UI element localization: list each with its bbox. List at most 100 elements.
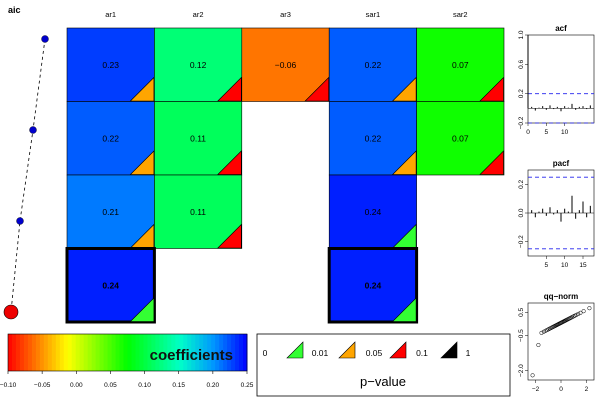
coef-cell-1-sar2 bbox=[416, 101, 505, 176]
coef-label-0-sar1: 0.22 bbox=[365, 60, 382, 70]
colorbar-segment-0 bbox=[8, 334, 13, 371]
colorbar-tick-label-2: 0.00 bbox=[70, 382, 83, 389]
colorbar-segment-44 bbox=[183, 334, 188, 371]
coef-cell-2-sar1 bbox=[328, 174, 417, 249]
colorbar-segment-33 bbox=[139, 334, 144, 371]
pvalue-marker-0-ar2 bbox=[217, 76, 242, 102]
acf-ytick-label-2: 0.6 bbox=[518, 59, 525, 68]
colorbar-segment-57 bbox=[235, 334, 240, 371]
colorbar-segment-17 bbox=[75, 334, 81, 371]
coef-label-0-ar1: 0.23 bbox=[102, 60, 119, 70]
pvalue-marker-3-sar1 bbox=[391, 297, 417, 322]
coef-cell-1-sar1 bbox=[328, 101, 417, 176]
colorbar-segment-13 bbox=[59, 334, 65, 371]
coef-label-0-sar2: 0.07 bbox=[452, 60, 469, 70]
aic-path bbox=[3, 35, 49, 320]
column-label-ar3: ar3 bbox=[280, 10, 291, 19]
colorbar-tick-label-7: 0.25 bbox=[241, 382, 254, 389]
coef-cell-3-ar1 bbox=[65, 247, 156, 324]
pvalue-marker-1-sar2 bbox=[479, 150, 504, 175]
pvalue-swatch-3 bbox=[440, 341, 458, 359]
column-label-sar1: sar1 bbox=[366, 10, 381, 19]
coef-label-1-ar2: 0.11 bbox=[190, 133, 206, 143]
colorbar-segment-15 bbox=[67, 334, 73, 371]
pacf-xtick-label-1: 10 bbox=[561, 262, 569, 269]
colorbar-segment-7 bbox=[35, 334, 41, 371]
qq-ytick-label-2: 0.5 bbox=[518, 307, 525, 316]
pvalue-break-1: 0.01 bbox=[312, 348, 329, 358]
column-label-sar2: sar2 bbox=[453, 10, 468, 19]
colorbar-tick-label-1: −0.05 bbox=[34, 382, 51, 389]
pvalue-swatch-1 bbox=[338, 341, 356, 359]
colorbar-segment-40 bbox=[167, 334, 172, 371]
colorbar-segment-34 bbox=[143, 334, 148, 371]
colorbar-segment-55 bbox=[227, 334, 232, 371]
colorbar-frame bbox=[7, 333, 248, 372]
colorbar-segment-1 bbox=[11, 334, 17, 371]
qq-xtick-label-2: 2 bbox=[585, 386, 589, 393]
colorbar-segment-49 bbox=[203, 334, 208, 371]
colorbar-tick-label-6: 0.20 bbox=[207, 382, 220, 389]
pvalue-legend-title: p−value bbox=[360, 374, 406, 389]
pacf-panel: pacf −0.2 0.0 0.2 5 10 15 bbox=[518, 159, 595, 269]
coef-label-2-sar1: 0.24 bbox=[365, 207, 382, 217]
pvalue-swatch-2 bbox=[389, 341, 407, 359]
colorbar-segment-19 bbox=[83, 334, 89, 371]
aic-point-best bbox=[3, 304, 19, 320]
acf-title: acf bbox=[555, 24, 567, 33]
pvalue-break-0: 0 bbox=[263, 348, 268, 358]
aic-line bbox=[10, 38, 46, 313]
colorbar-segment-46 bbox=[191, 334, 196, 371]
pvalue-break-4: 1 bbox=[466, 348, 471, 358]
coef-label-1-sar1: 0.22 bbox=[365, 133, 382, 143]
coef-label-1-sar2: 0.07 bbox=[452, 133, 469, 143]
pvalue-marker-0-sar1 bbox=[391, 76, 417, 102]
colorbar-segment-5 bbox=[27, 334, 33, 371]
colorbar-segment-16 bbox=[71, 334, 77, 371]
colorbar-tick-label-3: 0.05 bbox=[104, 382, 117, 389]
qq-point-38 bbox=[581, 309, 586, 314]
colorbar-segment-2 bbox=[15, 334, 21, 371]
colorbar-segment-29 bbox=[123, 334, 128, 371]
colorbar-segment-20 bbox=[87, 334, 93, 371]
pvalue-legend: 0 0.01 0.05 0.1 1 p−value bbox=[256, 333, 511, 397]
colorbar-segment-41 bbox=[171, 334, 176, 371]
colorbar-segment-27 bbox=[115, 334, 121, 371]
colorbar-segment-59 bbox=[243, 334, 248, 371]
pacf-xtick-label-0: 5 bbox=[545, 262, 549, 269]
coefficient-heatmap: ar1 ar2 ar3 sar1 sar2 0.23 0.12 −0.06 0.22 0.07 0.… bbox=[65, 10, 505, 324]
coef-label-3-ar1: 0.24 bbox=[102, 280, 119, 290]
pacf-ytick-label-0: −0.2 bbox=[518, 235, 525, 248]
qq-ytick-label-0: −2.0 bbox=[518, 364, 525, 377]
pvalue-marker-1-sar1 bbox=[391, 150, 417, 175]
coef-label-3-sar1: 0.24 bbox=[365, 280, 382, 290]
coef-cell-0-ar3 bbox=[241, 27, 330, 102]
colorbar-segment-42 bbox=[175, 334, 180, 371]
colorbar-segment-4 bbox=[23, 334, 29, 371]
coef-cell-1-ar2 bbox=[154, 101, 243, 176]
colorbar-segment-25 bbox=[107, 334, 113, 371]
colorbar-segment-18 bbox=[79, 334, 85, 371]
colorbar-segment-32 bbox=[135, 334, 140, 371]
qq-ytick-label-1: −0.5 bbox=[518, 329, 525, 342]
pvalue-marker-0-sar2 bbox=[479, 76, 504, 102]
colorbar-segment-43 bbox=[179, 334, 184, 371]
colorbar-tick-label-4: 0.10 bbox=[138, 382, 151, 389]
pvalue-break-2: 0.05 bbox=[366, 348, 383, 358]
acf-xtick-label-2: 10 bbox=[561, 129, 569, 136]
qq-point-37 bbox=[578, 310, 583, 315]
aic-point-0 bbox=[41, 35, 49, 43]
qq-title: qq−norm bbox=[544, 292, 578, 301]
pvalue-marker-0-ar3 bbox=[304, 76, 329, 102]
qq-point-1 bbox=[536, 342, 541, 348]
colorbar-segment-10 bbox=[47, 334, 53, 371]
colorbar-segment-54 bbox=[223, 334, 228, 371]
qq-frame bbox=[527, 302, 595, 381]
acf-ytick-label-1: 0.2 bbox=[518, 89, 525, 98]
colorbar-segment-51 bbox=[211, 334, 216, 371]
qq-xtick-label-1: 0 bbox=[559, 386, 563, 393]
pacf-ytick-label-1: 0.0 bbox=[518, 208, 525, 217]
qq-xtick-label-0: −2 bbox=[532, 386, 540, 393]
colorbar-segment-3 bbox=[19, 334, 25, 371]
coef-cell-0-sar2 bbox=[416, 27, 505, 102]
